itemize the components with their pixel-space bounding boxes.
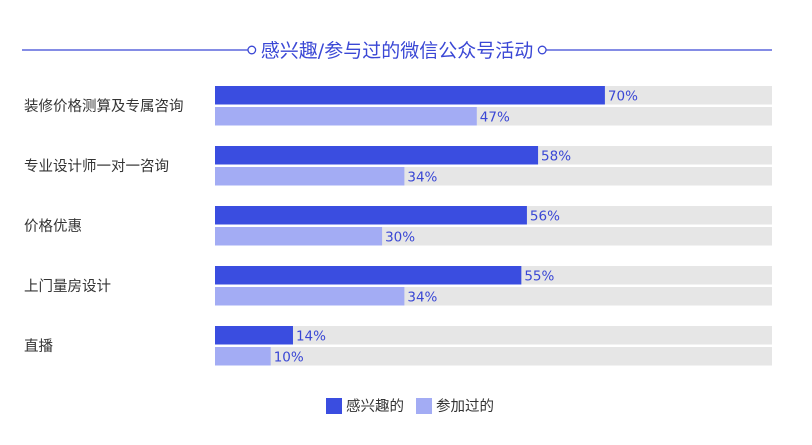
- title-ornament-left: [247, 45, 257, 55]
- category-label: 价格优惠: [24, 218, 82, 235]
- bar-track: [215, 326, 772, 345]
- bar-interested: [215, 206, 527, 225]
- bar-participated: [215, 107, 477, 126]
- bar-value-label: 58%: [541, 148, 571, 164]
- bar-interested: [215, 326, 293, 345]
- bar-value-label: 47%: [480, 109, 510, 125]
- legend-label: 参加过的: [436, 398, 494, 415]
- bar-participated: [215, 287, 405, 306]
- legend-swatch: [326, 398, 342, 414]
- bar-participated: [215, 227, 383, 246]
- bar-value-label: 14%: [296, 328, 326, 344]
- bar-value-label: 55%: [524, 268, 554, 284]
- legend-swatch: [416, 398, 432, 414]
- bar-interested: [215, 146, 539, 165]
- bar-interested: [215, 86, 605, 105]
- chart-legend: 感兴趣的 参加过的: [326, 398, 494, 415]
- bar-participated: [215, 347, 271, 366]
- category-group: 价格优惠 56% 30%: [24, 206, 772, 246]
- chart-title: 感兴趣/参与过的微信公众号活动: [261, 40, 533, 62]
- category-label: 专业设计师一对一咨询: [24, 158, 169, 175]
- category-group: 专业设计师一对一咨询 58% 34%: [24, 146, 772, 186]
- bar-participated: [215, 167, 405, 186]
- legend-item: 参加过的: [416, 398, 494, 415]
- category-label: 装修价格测算及专属咨询: [24, 98, 184, 115]
- bar-track: [215, 347, 772, 366]
- bar-value-label: 34%: [407, 289, 437, 305]
- category-group: 直播 14% 10%: [24, 326, 772, 366]
- legend-item: 感兴趣的: [326, 398, 404, 415]
- title-ornament-right: [537, 45, 547, 55]
- bar-interested: [215, 266, 522, 285]
- bar-value-label: 70%: [608, 88, 638, 104]
- chart-rows: 装修价格测算及专属咨询 70% 47% 专业设计师一对一咨询 58% 34% 价格优惠 56%…: [24, 86, 772, 366]
- bar-value-label: 34%: [407, 169, 437, 185]
- bar-value-label: 56%: [530, 208, 560, 224]
- bar-value-label: 10%: [274, 349, 304, 365]
- category-group: 上门量房设计 55% 34%: [24, 266, 772, 306]
- category-label: 直播: [24, 338, 53, 355]
- chart-title-group: 感兴趣/参与过的微信公众号活动: [22, 40, 772, 62]
- bar-value-label: 30%: [385, 229, 415, 245]
- legend-label: 感兴趣的: [346, 398, 404, 415]
- category-label: 上门量房设计: [24, 278, 111, 295]
- category-group: 装修价格测算及专属咨询 70% 47%: [24, 86, 772, 126]
